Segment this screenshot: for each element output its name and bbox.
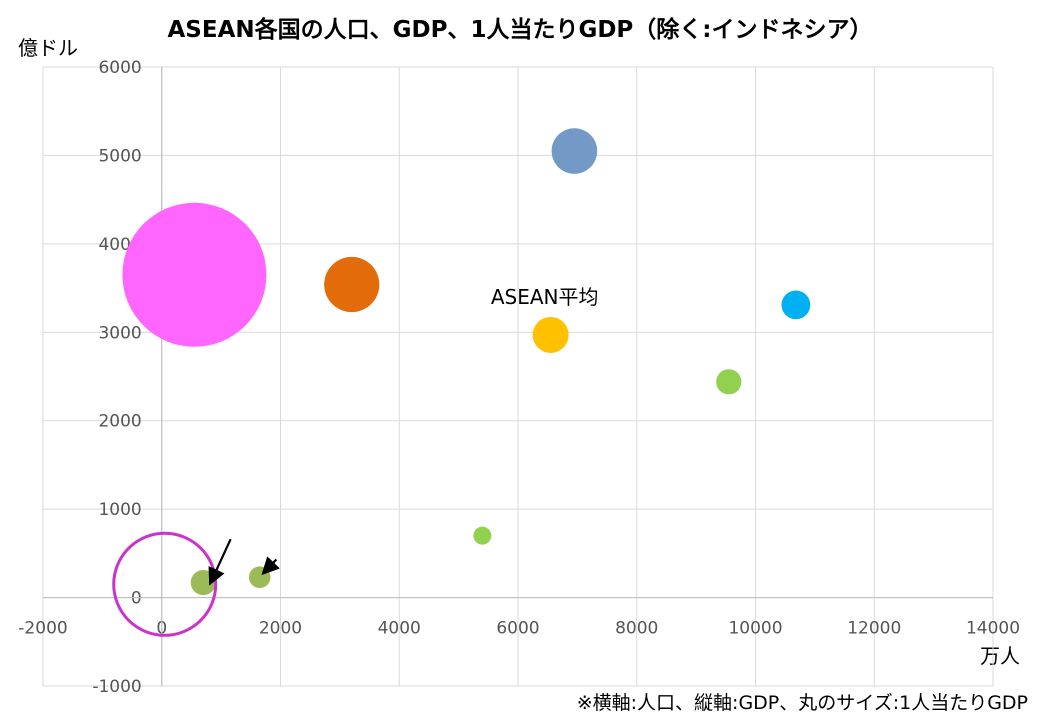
bubble-point	[781, 290, 811, 320]
x-tick-label: 6000	[496, 619, 539, 639]
axis-layer: -2000 0 2000 4000 6000 8000 10000 12000 14000 -10…	[18, 58, 1020, 697]
chart-title: ASEAN各国の人口、GDP、1人当たりGDP（除く:インドネシア）	[167, 17, 873, 43]
bubble-point	[473, 526, 492, 545]
bubble-point	[324, 256, 380, 313]
grid-layer	[42, 66, 994, 687]
bubble-point	[122, 202, 267, 347]
pointer-arrow	[261, 556, 280, 576]
x-tick-label: 2000	[259, 619, 302, 639]
y-tick-label: 6000	[98, 58, 141, 78]
y-axis-unit-label: 億ドル	[18, 36, 78, 60]
x-tick-label: 10000	[728, 619, 782, 639]
bubble-point	[532, 316, 569, 353]
bubble-point	[190, 569, 216, 596]
y-tick-label: 5000	[98, 146, 141, 166]
bubble-point	[551, 128, 598, 174]
y-tick-label: 0	[131, 589, 142, 609]
pointer-arrow	[208, 538, 232, 586]
chart-footnote: ※横軸:人口、縦軸:GDP、丸のサイズ:1人当たりGDP	[576, 692, 1028, 714]
y-tick-label: 2000	[98, 412, 141, 432]
x-tick-label: -2000	[18, 619, 67, 639]
x-tick-label: 12000	[847, 619, 901, 639]
bubble-label: ASEAN平均	[491, 285, 599, 309]
y-tick-label: -1000	[92, 677, 141, 697]
y-tick-label: 3000	[98, 323, 141, 343]
y-tick-label: 1000	[98, 500, 141, 520]
bubble-layer	[122, 128, 811, 596]
x-axis-unit-label: 万人	[980, 644, 1020, 668]
x-tick-label: 4000	[378, 619, 421, 639]
x-tick-label: 14000	[966, 619, 1020, 639]
annotation-layer: ASEAN平均	[112, 285, 599, 637]
x-tick-label: 8000	[615, 619, 658, 639]
bubble-point	[716, 369, 742, 395]
